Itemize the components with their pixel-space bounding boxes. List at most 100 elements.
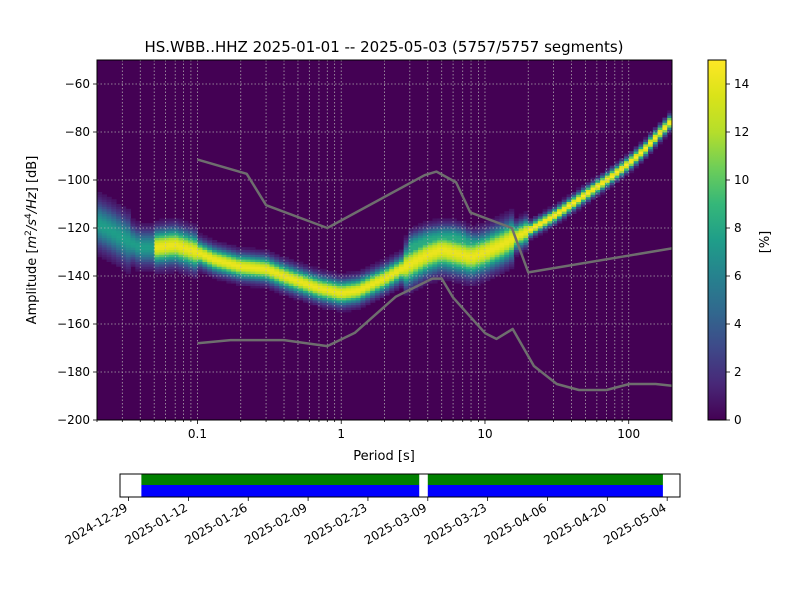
heatmap-cell <box>561 199 567 202</box>
heatmap-cell <box>269 271 275 274</box>
heatmap-cell <box>470 271 476 274</box>
heatmap-cell <box>154 266 160 270</box>
heatmap-cell <box>480 264 486 267</box>
heatmap-cell <box>494 247 500 250</box>
heatmap-cell <box>279 288 285 291</box>
heatmap-cell <box>461 232 467 236</box>
heatmap-cell <box>451 264 457 267</box>
heatmap-cell <box>566 213 572 217</box>
heatmap-cell <box>384 264 390 267</box>
heatmap-cell <box>140 235 146 238</box>
heatmap-cell <box>192 232 199 236</box>
heatmap-cell <box>178 228 184 231</box>
heatmap-cell <box>250 280 256 284</box>
heatmap-cell <box>106 206 112 210</box>
heatmap-cell <box>307 278 314 282</box>
heatmap-cell <box>465 237 472 241</box>
heatmap-cell <box>154 230 160 234</box>
heatmap-cell <box>523 230 529 234</box>
heatmap-cell <box>662 122 668 126</box>
heatmap-cell <box>298 264 304 267</box>
heatmap-cell <box>413 247 419 250</box>
heatmap-cell <box>533 225 539 229</box>
heatmap-cell <box>384 280 390 284</box>
heatmap-cell <box>624 170 630 174</box>
heatmap-cell <box>504 216 510 219</box>
heatmap-cell <box>120 206 127 210</box>
heatmap-cell <box>101 204 107 207</box>
heatmap-cell <box>168 218 175 222</box>
heatmap-cell <box>111 228 117 231</box>
heatmap-cell <box>442 228 448 231</box>
heatmap-cell <box>374 266 381 270</box>
heatmap-cell <box>432 249 438 253</box>
heatmap-cell <box>135 237 141 241</box>
heatmap-cell <box>566 196 572 200</box>
heatmap-cell <box>197 266 203 270</box>
heatmap-cell <box>111 261 117 265</box>
heatmap-cell <box>370 268 376 272</box>
heatmap-cell <box>403 264 409 267</box>
heatmap-cell <box>652 136 659 140</box>
heatmap-cell <box>307 295 314 298</box>
heatmap-cell <box>604 168 611 171</box>
heatmap-cell <box>480 271 486 274</box>
heatmap-cell <box>509 242 515 246</box>
heatmap-cell <box>149 232 155 236</box>
heatmap-cell <box>456 271 462 274</box>
heatmap-cell <box>149 240 155 243</box>
heatmap-cell <box>442 254 448 258</box>
heatmap-cell <box>561 216 567 219</box>
heatmap-cell <box>408 290 414 294</box>
heatmap-cell <box>422 223 429 226</box>
heatmap-cell <box>657 139 663 142</box>
heatmap-cell <box>590 187 596 190</box>
heatmap-cell <box>125 259 131 262</box>
y-tick-label: −140 <box>57 269 90 283</box>
heatmap-cell <box>432 259 438 262</box>
heatmap-cell <box>513 220 520 224</box>
heatmap-cell <box>312 271 318 274</box>
heatmap-cell <box>499 218 505 222</box>
heatmap-cell <box>456 228 462 231</box>
heatmap-cell <box>470 249 476 253</box>
heatmap-cell <box>111 249 117 253</box>
heatmap-cell <box>183 249 189 253</box>
heatmap-cell <box>614 163 620 166</box>
heatmap-cell <box>207 237 213 241</box>
heatmap-cell <box>513 228 520 231</box>
heatmap-cell <box>97 235 103 238</box>
heatmap-cell <box>494 244 500 248</box>
heatmap-cell <box>648 132 654 135</box>
heatmap-cell <box>480 242 486 246</box>
heatmap-cell <box>178 235 184 238</box>
heatmap-cell <box>288 264 294 267</box>
heatmap-cell <box>403 292 409 296</box>
heatmap-cell <box>370 285 376 289</box>
heatmap-cell <box>628 163 635 166</box>
heatmap-cell <box>576 189 582 193</box>
heatmap-cell <box>442 276 448 279</box>
heatmap-cell <box>240 254 246 258</box>
heatmap-cell <box>580 196 587 200</box>
heatmap-cell <box>144 268 151 272</box>
heatmap-cell <box>418 247 424 250</box>
heatmap-cell <box>212 276 218 279</box>
heatmap-cell <box>461 237 467 241</box>
heatmap-cell <box>168 237 175 241</box>
heatmap-cell <box>130 223 136 226</box>
heatmap-cell <box>504 264 510 267</box>
colorbar-tick-label: 12 <box>734 125 749 139</box>
heatmap-cell <box>178 220 184 224</box>
heatmap-cell <box>360 278 366 282</box>
heatmap-cell <box>135 244 141 248</box>
heatmap-cell <box>207 268 213 272</box>
heatmap-cell <box>226 261 232 265</box>
heatmap-cell <box>509 264 515 267</box>
heatmap-cell <box>604 182 611 186</box>
heatmap-cell <box>600 187 606 190</box>
heatmap-cell <box>403 235 409 238</box>
date-tick-label: 2025-03-23 <box>422 500 489 547</box>
heatmap-cell <box>398 259 405 262</box>
heatmap-cell <box>125 256 131 260</box>
